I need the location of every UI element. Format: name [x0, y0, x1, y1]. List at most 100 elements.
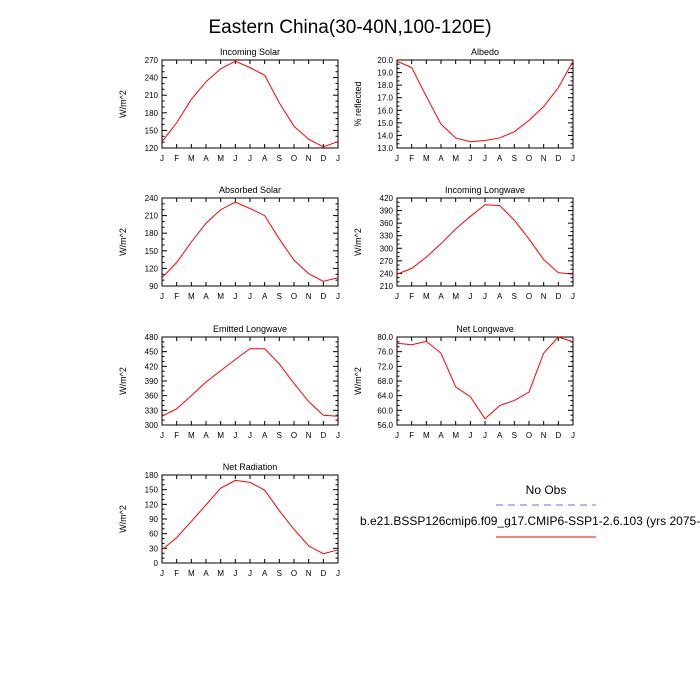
y-axis-label: W/m^2 [118, 505, 128, 533]
x-tick-label: J [160, 292, 164, 301]
x-tick-label: S [277, 569, 282, 578]
y-tick-label: 20.0 [377, 56, 393, 65]
x-tick-label: J [233, 292, 237, 301]
x-tick-label: J [248, 569, 252, 578]
y-tick-label: 210 [380, 282, 394, 291]
x-tick-label: S [277, 431, 282, 440]
y-tick-label: 270 [145, 56, 159, 65]
y-tick-label: 390 [380, 207, 394, 216]
x-tick-label: J [233, 431, 237, 440]
y-tick-label: 300 [380, 244, 394, 253]
x-tick-label: F [174, 431, 179, 440]
y-tick-label: 420 [145, 362, 159, 371]
data-line [161, 60, 339, 148]
y-tick-label: 30 [149, 544, 158, 553]
panel-title: Albedo [471, 47, 499, 57]
plot-frame [161, 336, 339, 426]
y-tick-label: 150 [145, 126, 159, 135]
data-line [396, 336, 574, 420]
x-tick-label: N [541, 154, 547, 163]
x-tick-label: J [160, 569, 164, 578]
y-tick-label: 360 [145, 392, 159, 401]
x-tick-label: F [409, 431, 414, 440]
x-tick-label: J [336, 431, 340, 440]
y-tick-label: 210 [145, 212, 159, 221]
y-tick-label: 270 [380, 257, 394, 266]
y-tick-label: 0 [154, 559, 159, 568]
x-tick-label: J [160, 431, 164, 440]
panel-title: Incoming Longwave [445, 185, 525, 195]
data-line [161, 201, 339, 282]
x-tick-label: N [541, 431, 547, 440]
x-tick-label: J [395, 292, 399, 301]
y-tick-label: 15.0 [377, 119, 393, 128]
y-tick-label: 120 [145, 144, 159, 153]
y-tick-label: 420 [380, 194, 394, 203]
x-tick-label: J [468, 431, 472, 440]
x-tick-label: F [409, 292, 414, 301]
y-tick-label: 150 [145, 247, 159, 256]
y-tick-label: 300 [145, 421, 159, 430]
x-tick-label: F [174, 154, 179, 163]
x-tick-label: J [483, 431, 487, 440]
y-tick-label: 210 [145, 91, 159, 100]
x-tick-label: N [306, 431, 312, 440]
x-tick-label: O [291, 569, 297, 578]
y-tick-label: 240 [145, 74, 159, 83]
x-tick-label: A [262, 154, 268, 163]
x-tick-label: F [409, 154, 414, 163]
x-tick-label: O [291, 292, 297, 301]
plot-frame [161, 474, 339, 564]
x-tick-label: M [452, 431, 459, 440]
figure-title: Eastern China(30-40N,100-120E) [208, 17, 491, 38]
x-tick-label: A [203, 154, 209, 163]
x-tick-label: J [395, 154, 399, 163]
x-tick-label: A [262, 431, 268, 440]
x-tick-label: A [438, 292, 444, 301]
legend-obs-label: No Obs [526, 483, 567, 497]
y-tick-label: 330 [380, 232, 394, 241]
panel-title: Emitted Longwave [213, 324, 287, 334]
y-tick-label: 360 [380, 219, 394, 228]
x-tick-label: A [203, 431, 209, 440]
x-tick-label: O [526, 292, 532, 301]
x-tick-label: J [571, 431, 575, 440]
y-tick-label: 90 [149, 282, 158, 291]
x-tick-label: J [248, 431, 252, 440]
y-tick-label: 76.0 [377, 348, 393, 357]
x-tick-label: M [452, 292, 459, 301]
y-tick-label: 80.0 [377, 333, 393, 342]
x-tick-label: A [262, 569, 268, 578]
x-tick-label: J [571, 292, 575, 301]
y-tick-label: 180 [145, 109, 159, 118]
y-axis-label: W/m^2 [118, 90, 128, 118]
x-tick-label: D [320, 431, 326, 440]
x-tick-label: O [526, 154, 532, 163]
y-tick-label: 56.0 [377, 421, 393, 430]
y-tick-label: 14.0 [377, 131, 393, 140]
y-tick-label: 150 [145, 486, 159, 495]
x-tick-label: O [291, 431, 297, 440]
x-tick-label: O [291, 154, 297, 163]
y-axis-label: % reflected [353, 81, 363, 126]
x-tick-label: M [423, 154, 430, 163]
x-tick-label: M [423, 292, 430, 301]
x-tick-label: J [248, 154, 252, 163]
x-tick-label: J [233, 154, 237, 163]
plot-frame [161, 197, 339, 287]
y-tick-label: 18.0 [377, 81, 393, 90]
panel-title: Net Radiation [223, 462, 278, 472]
x-tick-label: D [320, 569, 326, 578]
x-tick-label: M [217, 154, 224, 163]
x-tick-label: J [248, 292, 252, 301]
x-tick-label: M [423, 431, 430, 440]
x-tick-label: J [395, 431, 399, 440]
x-tick-label: A [438, 154, 444, 163]
